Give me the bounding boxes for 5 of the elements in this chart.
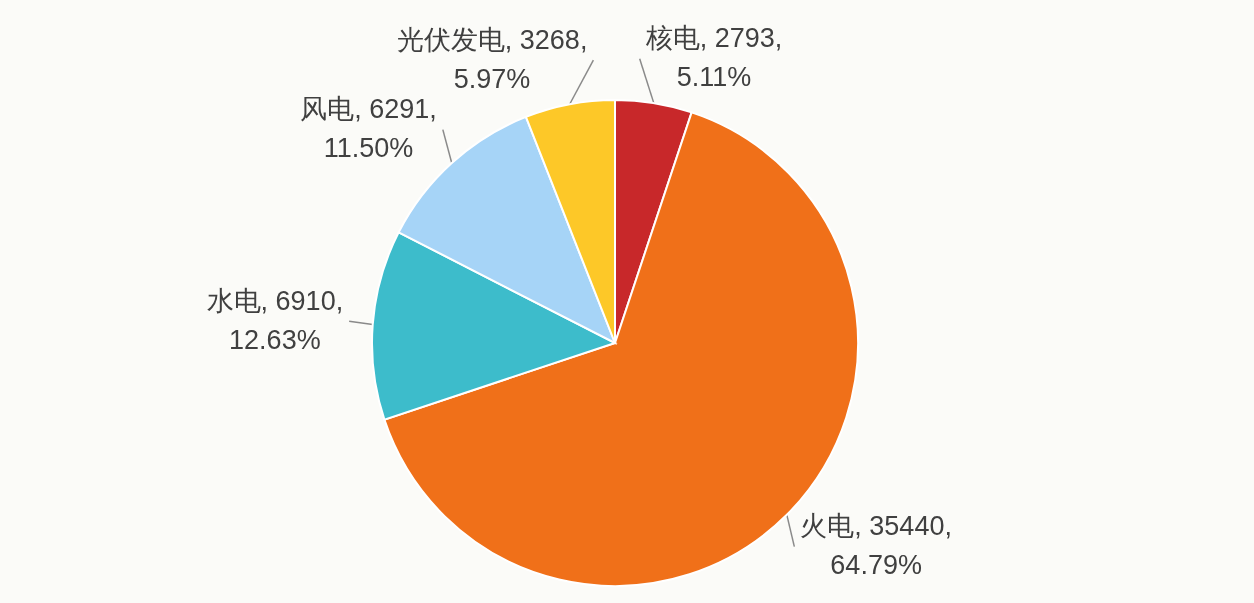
slice-label: 核电, 2793, 5.11% <box>644 23 783 93</box>
slice-label: 光伏发电, 3268, 5.97% <box>396 24 588 94</box>
slice-label: 水电, 6910, 12.63% <box>206 285 344 355</box>
slice-label: 火电, 35440, 64.79% <box>800 511 952 581</box>
slice-label: 风电, 6291, 11.50% <box>300 94 437 164</box>
